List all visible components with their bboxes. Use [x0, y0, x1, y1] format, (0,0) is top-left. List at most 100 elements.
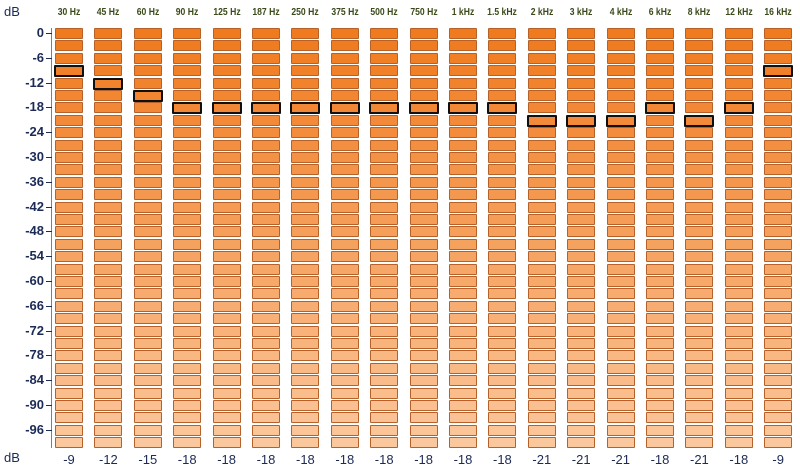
- band-level-handle[interactable]: [763, 65, 794, 78]
- band-segment: [724, 52, 753, 64]
- band-segment: [330, 424, 359, 436]
- band-segment: [685, 238, 714, 250]
- band-segment: [764, 164, 793, 176]
- band-level-handle[interactable]: [211, 102, 242, 115]
- band-slider[interactable]: [526, 28, 557, 449]
- band-segment: [370, 52, 399, 64]
- band-segment: [606, 226, 635, 238]
- band-segment: [94, 176, 123, 188]
- band-segment: [764, 127, 793, 139]
- band-level-handle[interactable]: [723, 102, 754, 115]
- band-slider[interactable]: [645, 28, 675, 449]
- band-frequency-label: 250 Hz: [291, 6, 320, 18]
- band-segment: [133, 338, 162, 349]
- band-value-label: -21: [532, 452, 552, 467]
- band-segment: [646, 400, 674, 411]
- band-segment: [173, 412, 202, 424]
- band-slider[interactable]: [448, 28, 478, 449]
- band-segment: [252, 40, 280, 52]
- band-segment: [488, 176, 517, 188]
- band-segment: [685, 52, 714, 64]
- band-segment: [409, 28, 438, 39]
- band-segment: [606, 40, 635, 52]
- band-segment: [527, 238, 556, 250]
- band-segment: [764, 276, 793, 287]
- band-level-handle[interactable]: [448, 102, 478, 115]
- band-segment: [94, 350, 123, 362]
- band-level-handle[interactable]: [329, 102, 360, 115]
- band-segment: [409, 52, 438, 64]
- band-segment: [646, 437, 674, 449]
- band-level-handle[interactable]: [487, 102, 518, 115]
- band-level-handle[interactable]: [251, 102, 281, 115]
- band-segment: [527, 102, 556, 114]
- band-slider[interactable]: [763, 28, 794, 449]
- band-level-handle[interactable]: [605, 114, 636, 127]
- band-segment: [764, 375, 793, 387]
- band-slider[interactable]: [566, 28, 597, 449]
- band-segment: [527, 412, 556, 424]
- band-segment: [133, 214, 162, 225]
- band-level-handle[interactable]: [645, 102, 675, 115]
- band-segment: [370, 77, 399, 89]
- band-segment: [488, 300, 517, 312]
- band-segment: [330, 176, 359, 188]
- band-segment: [449, 90, 477, 101]
- band-slider[interactable]: [408, 28, 439, 449]
- band-level-handle[interactable]: [684, 114, 715, 127]
- band-segment: [606, 325, 635, 337]
- band-slider[interactable]: [172, 28, 203, 449]
- band-slider[interactable]: [93, 28, 124, 449]
- band-slider[interactable]: [54, 28, 84, 449]
- band-segment: [685, 375, 714, 387]
- band-slider[interactable]: [211, 28, 242, 449]
- band-value-label: -18: [374, 452, 394, 467]
- band-segment: [212, 77, 241, 89]
- band-frequency-label: 750 Hz: [409, 6, 438, 18]
- band-slider[interactable]: [723, 28, 754, 449]
- band-segment: [449, 300, 477, 312]
- band-segment: [488, 77, 517, 89]
- band-level-handle[interactable]: [526, 114, 557, 127]
- band-segment: [291, 276, 320, 287]
- band-segment: [488, 238, 517, 250]
- band-slider[interactable]: [329, 28, 360, 449]
- band-level-handle[interactable]: [54, 65, 84, 78]
- band-level-handle[interactable]: [369, 102, 400, 115]
- band-slider[interactable]: [251, 28, 281, 449]
- band-slider[interactable]: [132, 28, 163, 449]
- band-segment: [55, 127, 83, 139]
- band-segment: [488, 114, 517, 126]
- band-segment: [409, 238, 438, 250]
- band-value-label: -12: [98, 452, 118, 467]
- band-segment: [173, 350, 202, 362]
- band-level-handle[interactable]: [566, 114, 597, 127]
- band-segment: [330, 214, 359, 225]
- band-segment: [55, 139, 83, 151]
- band-level-handle[interactable]: [93, 77, 124, 90]
- band-slider[interactable]: [605, 28, 636, 449]
- band-level-handle[interactable]: [408, 102, 439, 115]
- band-segment: [55, 164, 83, 176]
- band-segment: [409, 288, 438, 300]
- band-slider[interactable]: [290, 28, 321, 449]
- band-slider[interactable]: [684, 28, 715, 449]
- band-level-handle[interactable]: [132, 90, 163, 102]
- band-level-handle[interactable]: [172, 102, 203, 115]
- band-segment: [724, 251, 753, 263]
- band-segment: [212, 251, 241, 263]
- band-segment: [212, 313, 241, 325]
- band-segment: [567, 375, 596, 387]
- band-segment: [646, 226, 674, 238]
- band-slider[interactable]: [369, 28, 400, 449]
- band-segment: [449, 251, 477, 263]
- band-segment: [409, 300, 438, 312]
- band-segment: [685, 338, 714, 349]
- band-segment: [409, 40, 438, 52]
- band-segment: [94, 387, 123, 399]
- band-level-handle[interactable]: [290, 102, 321, 115]
- db-unit-label-bottom: dB: [4, 450, 20, 465]
- band-segment: [291, 263, 320, 275]
- band-slider[interactable]: [487, 28, 518, 449]
- band-segment: [527, 201, 556, 213]
